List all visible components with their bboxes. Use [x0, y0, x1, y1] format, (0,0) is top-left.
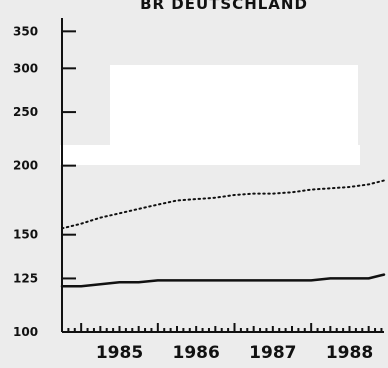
y-tick-label: 350 — [13, 24, 38, 38]
series-group — [60, 179, 386, 288]
series-dotted-line — [61, 179, 385, 230]
y-tick-label: 150 — [13, 228, 38, 242]
background-patch — [60, 145, 360, 165]
x-tick-label: 1987 — [249, 343, 296, 363]
y-tick-label: 300 — [13, 61, 38, 75]
series-solid-line — [60, 273, 386, 288]
x-axis: 1985 1986 1987 1988 — [61, 323, 384, 363]
y-tick-label: 125 — [13, 271, 38, 285]
y-tick-label: 200 — [13, 159, 38, 173]
background-patch — [110, 65, 358, 145]
chart-title: BR DEUTSCHLAND — [140, 0, 308, 13]
y-axis: 100 125 150 200 250 300 350 — [13, 18, 76, 339]
x-tick-label: 1985 — [96, 343, 143, 363]
y-tick-label: 100 — [13, 325, 38, 339]
x-tick-label: 1986 — [173, 343, 220, 363]
x-tick-label: 1988 — [326, 343, 373, 363]
y-tick-label: 250 — [13, 105, 38, 119]
